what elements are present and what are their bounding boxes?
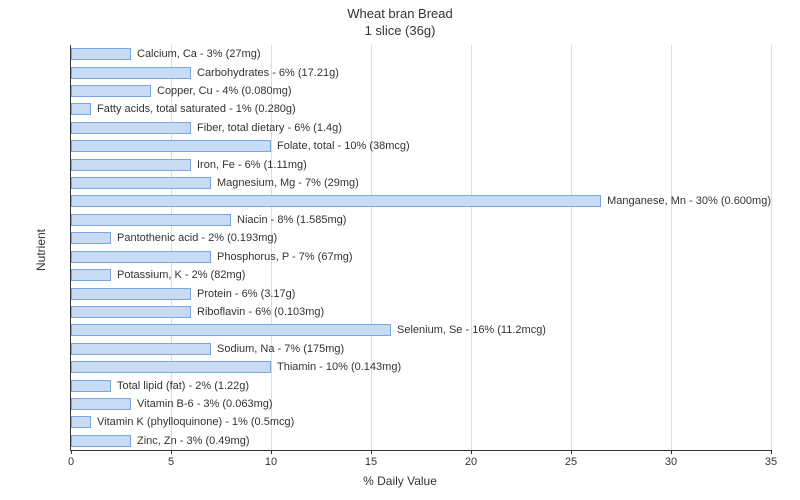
xtick-label: 5 [168, 456, 174, 468]
bar-row: Potassium, K - 2% (82mg) [71, 269, 771, 281]
bar-label: Potassium, K - 2% (82mg) [117, 269, 245, 281]
bar [71, 251, 211, 263]
bar-label: Selenium, Se - 16% (11.2mcg) [397, 324, 546, 336]
xtick-mark [471, 450, 472, 454]
bar [71, 159, 191, 171]
xtick-label: 10 [265, 456, 277, 468]
xtick-label: 30 [665, 456, 677, 468]
bar [71, 306, 191, 318]
bar-label: Manganese, Mn - 30% (0.600mg) [607, 195, 771, 207]
bar [71, 343, 211, 355]
bar-label: Zinc, Zn - 3% (0.49mg) [137, 435, 249, 447]
bar-row: Calcium, Ca - 3% (27mg) [71, 48, 771, 60]
bar-row: Carbohydrates - 6% (17.21g) [71, 67, 771, 79]
bar-row: Selenium, Se - 16% (11.2mcg) [71, 324, 771, 336]
xtick-mark [571, 450, 572, 454]
bar [71, 380, 111, 392]
x-axis-label: % Daily Value [363, 474, 437, 488]
bar-row: Riboflavin - 6% (0.103mg) [71, 306, 771, 318]
bar [71, 122, 191, 134]
bar-row: Sodium, Na - 7% (175mg) [71, 343, 771, 355]
gridline [771, 45, 772, 450]
bar-row: Magnesium, Mg - 7% (29mg) [71, 177, 771, 189]
bar [71, 324, 391, 336]
bar [71, 361, 271, 373]
bar-label: Phosphorus, P - 7% (67mg) [217, 251, 353, 263]
bar [71, 269, 111, 281]
title-line-1: Wheat bran Bread [347, 6, 453, 21]
plot-area: 05101520253035Calcium, Ca - 3% (27mg)Car… [70, 45, 771, 451]
bar [71, 232, 111, 244]
bar-row: Thiamin - 10% (0.143mg) [71, 361, 771, 373]
bar [71, 214, 231, 226]
bar-label: Fatty acids, total saturated - 1% (0.280… [97, 103, 296, 115]
bar-row: Protein - 6% (3.17g) [71, 288, 771, 300]
xtick-label: 20 [465, 456, 477, 468]
bar [71, 85, 151, 97]
bar-label: Thiamin - 10% (0.143mg) [277, 361, 401, 373]
bar-row: Fatty acids, total saturated - 1% (0.280… [71, 103, 771, 115]
xtick-label: 25 [565, 456, 577, 468]
bar [71, 398, 131, 410]
xtick-label: 15 [365, 456, 377, 468]
xtick-mark [671, 450, 672, 454]
y-axis-label: Nutrient [34, 229, 48, 271]
bar-label: Copper, Cu - 4% (0.080mg) [157, 85, 292, 97]
bar-row: Vitamin B-6 - 3% (0.063mg) [71, 398, 771, 410]
nutrient-bar-chart: Wheat bran Bread 1 slice (36g) Nutrient … [0, 0, 800, 500]
bar-label: Vitamin B-6 - 3% (0.063mg) [137, 398, 273, 410]
bar-label: Vitamin K (phylloquinone) - 1% (0.5mcg) [97, 416, 294, 428]
bar [71, 435, 131, 447]
xtick-mark [71, 450, 72, 454]
bar-label: Fiber, total dietary - 6% (1.4g) [197, 122, 342, 134]
bar-row: Manganese, Mn - 30% (0.600mg) [71, 195, 771, 207]
bar-label: Magnesium, Mg - 7% (29mg) [217, 177, 359, 189]
bar-row: Iron, Fe - 6% (1.11mg) [71, 159, 771, 171]
bar-row: Pantothenic acid - 2% (0.193mg) [71, 232, 771, 244]
xtick-label: 35 [765, 456, 777, 468]
title-line-2: 1 slice (36g) [365, 23, 436, 38]
bar-row: Copper, Cu - 4% (0.080mg) [71, 85, 771, 97]
bar-label: Calcium, Ca - 3% (27mg) [137, 48, 260, 60]
bar-row: Phosphorus, P - 7% (67mg) [71, 251, 771, 263]
bar-row: Folate, total - 10% (38mcg) [71, 140, 771, 152]
xtick-mark [771, 450, 772, 454]
bar [71, 48, 131, 60]
bar [71, 288, 191, 300]
bar-row: Niacin - 8% (1.585mg) [71, 214, 771, 226]
xtick-mark [371, 450, 372, 454]
xtick-label: 0 [68, 456, 74, 468]
xtick-mark [171, 450, 172, 454]
xtick-mark [271, 450, 272, 454]
bar [71, 416, 91, 428]
bar-label: Carbohydrates - 6% (17.21g) [197, 67, 339, 79]
bar [71, 67, 191, 79]
bar [71, 195, 601, 207]
bar-label: Sodium, Na - 7% (175mg) [217, 343, 344, 355]
bar-label: Total lipid (fat) - 2% (1.22g) [117, 380, 249, 392]
bar [71, 103, 91, 115]
bar-row: Fiber, total dietary - 6% (1.4g) [71, 122, 771, 134]
bar-label: Riboflavin - 6% (0.103mg) [197, 306, 324, 318]
bar-label: Pantothenic acid - 2% (0.193mg) [117, 232, 277, 244]
chart-title: Wheat bran Bread 1 slice (36g) [0, 6, 800, 40]
bar-row: Total lipid (fat) - 2% (1.22g) [71, 380, 771, 392]
bar-label: Protein - 6% (3.17g) [197, 288, 295, 300]
bar [71, 177, 211, 189]
bar-label: Iron, Fe - 6% (1.11mg) [197, 159, 307, 171]
bar-row: Vitamin K (phylloquinone) - 1% (0.5mcg) [71, 416, 771, 428]
bar [71, 140, 271, 152]
bar-label: Folate, total - 10% (38mcg) [277, 140, 410, 152]
bar-row: Zinc, Zn - 3% (0.49mg) [71, 435, 771, 447]
bar-label: Niacin - 8% (1.585mg) [237, 214, 346, 226]
